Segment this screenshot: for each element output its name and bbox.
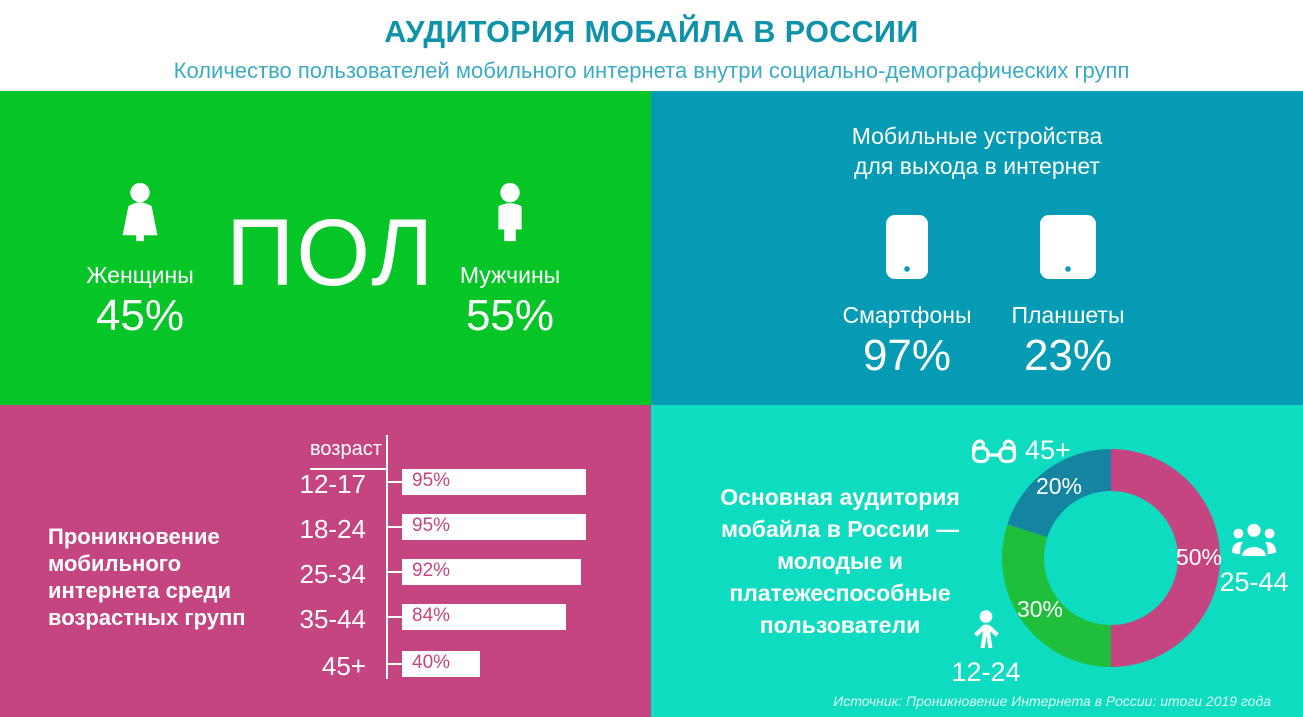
svg-text:30%: 30% — [1017, 596, 1063, 622]
svg-text:20%: 20% — [1036, 473, 1082, 499]
